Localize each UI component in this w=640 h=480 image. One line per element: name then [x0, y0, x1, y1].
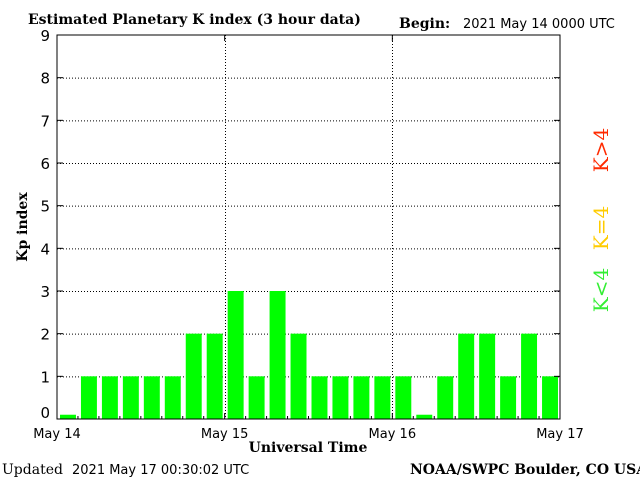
legend: K>4 K=4 K<4: [589, 128, 613, 312]
y-tick-label: 1: [40, 368, 50, 386]
legend-entry: K<4: [589, 268, 613, 312]
kp-bar: [312, 376, 328, 419]
kp-bar: [353, 376, 369, 419]
y-tick-label: 5: [40, 198, 50, 216]
chart-title: Estimated Planetary K index (3 hour data…: [28, 12, 361, 28]
kp-bar: [144, 376, 160, 419]
y-tick-label: 7: [40, 112, 50, 130]
kp-bar: [60, 415, 76, 419]
kp-bar: [542, 376, 558, 419]
updated-value: 2021 May 17 00:30:02 UTC: [72, 463, 249, 478]
x-axis-label: Universal Time: [249, 440, 368, 456]
updated-label: Updated: [2, 462, 63, 478]
kp-bar: [81, 376, 97, 419]
kp-bar: [291, 334, 307, 419]
y-tick-label: 0: [40, 404, 50, 422]
kp-bar: [395, 376, 411, 419]
begin-label: Begin:: [399, 16, 450, 32]
legend-entry: K=4: [589, 206, 613, 250]
kp-bar: [207, 334, 223, 419]
kp-bar: [102, 376, 118, 419]
begin-value: 2021 May 14 0000 UTC: [463, 17, 615, 32]
y-tick-label: 4: [40, 240, 50, 258]
x-tick-label: May 16: [369, 427, 417, 442]
kp-bar: [228, 291, 244, 419]
x-tick-label: May 14: [33, 427, 81, 442]
kp-bar: [521, 334, 537, 419]
y-tick-label: 6: [40, 155, 50, 173]
kp-bar: [416, 415, 432, 419]
y-tick-label: 9: [40, 27, 50, 45]
y-tick-label: 3: [40, 283, 50, 301]
kp-bar: [332, 376, 348, 419]
y-tick-label: 8: [40, 70, 50, 88]
legend-entry: K>4: [589, 128, 613, 172]
kp-bar: [123, 376, 139, 419]
x-tick-label: May 17: [536, 427, 584, 442]
kp-bar: [186, 334, 202, 419]
bar-series: [60, 291, 558, 419]
kp-bar: [500, 376, 516, 419]
y-axis-label: Kp index: [15, 192, 31, 262]
y-tick-label: 2: [40, 326, 50, 344]
source-credit: NOAA/SWPC Boulder, CO USA: [410, 462, 640, 478]
kp-bar: [270, 291, 286, 419]
kp-bar: [165, 376, 181, 419]
kp-bar: [479, 334, 495, 419]
x-tick-label: May 15: [201, 427, 249, 442]
kp-bar: [374, 376, 390, 419]
kp-bar: [458, 334, 474, 419]
kp-bar: [437, 376, 453, 419]
kp-bar: [249, 376, 265, 419]
